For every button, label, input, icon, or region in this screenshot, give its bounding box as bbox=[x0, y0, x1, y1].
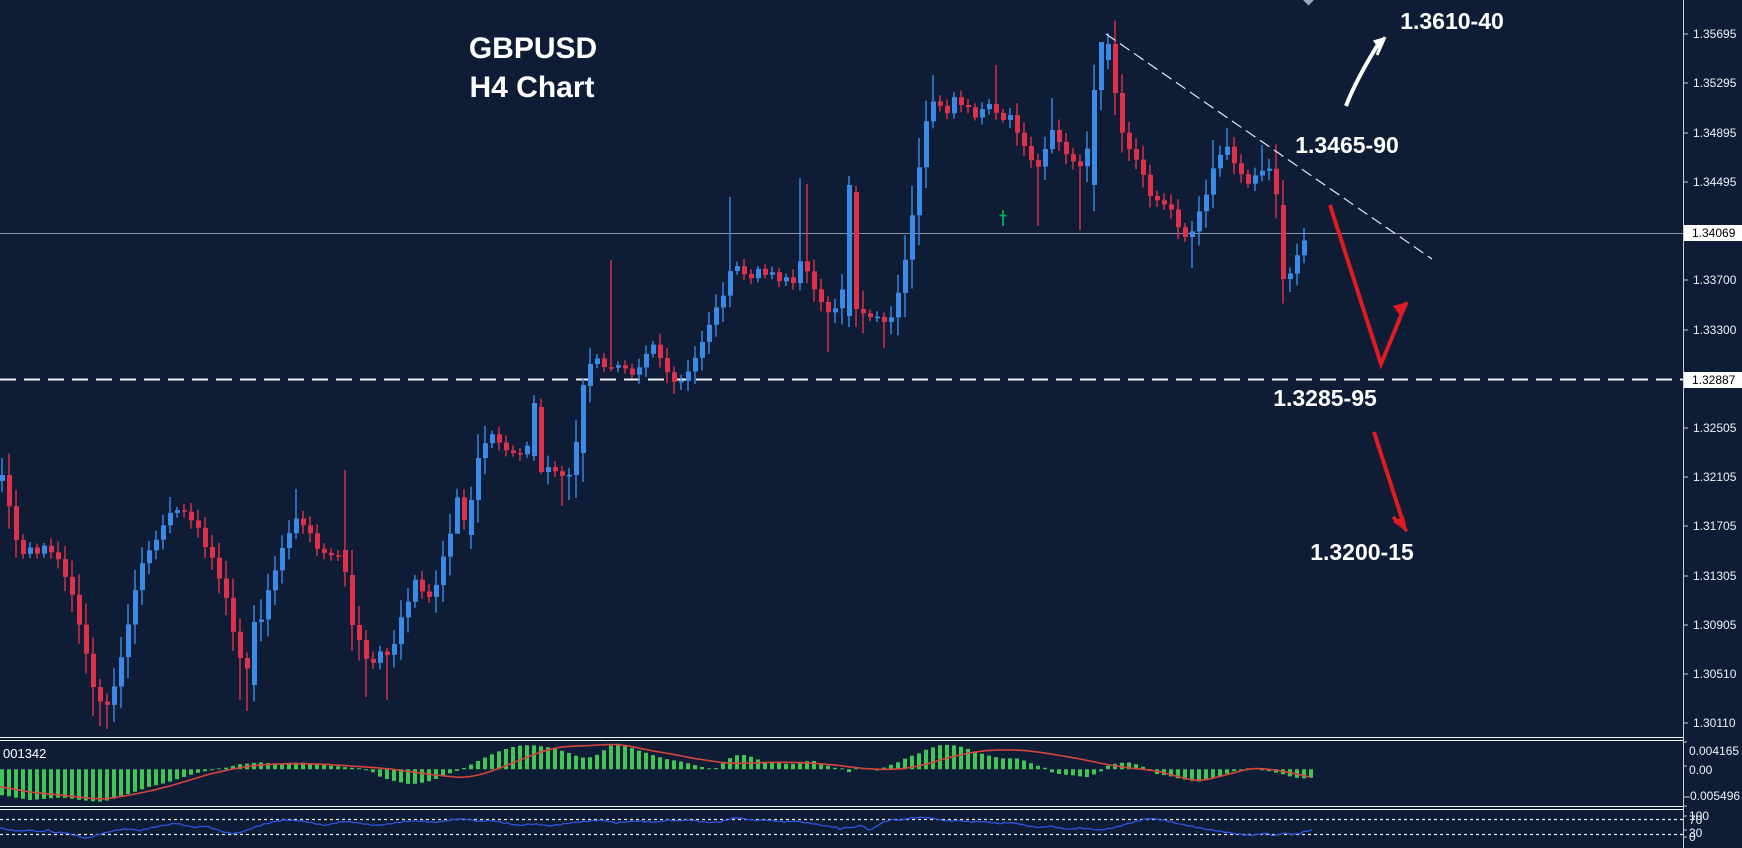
svg-text:1.35295: 1.35295 bbox=[1693, 76, 1737, 90]
svg-text:1.35695: 1.35695 bbox=[1693, 27, 1737, 41]
svg-text:0.004165: 0.004165 bbox=[1689, 744, 1739, 758]
svg-text:1.3610-40: 1.3610-40 bbox=[1400, 8, 1504, 34]
svg-text:1.31705: 1.31705 bbox=[1693, 519, 1737, 533]
svg-text:1.33700: 1.33700 bbox=[1693, 273, 1737, 287]
svg-text:1.3200-15: 1.3200-15 bbox=[1310, 539, 1414, 565]
svg-text:1.3285-95: 1.3285-95 bbox=[1273, 385, 1377, 411]
svg-text:1.32105: 1.32105 bbox=[1693, 470, 1737, 484]
svg-text:1.34895: 1.34895 bbox=[1693, 126, 1737, 140]
svg-text:001342: 001342 bbox=[3, 746, 46, 761]
svg-text:1.33300: 1.33300 bbox=[1693, 323, 1737, 337]
svg-text:1.32887: 1.32887 bbox=[1692, 373, 1736, 387]
svg-text:1.30905: 1.30905 bbox=[1693, 618, 1737, 632]
svg-text:GBPUSD: GBPUSD bbox=[469, 32, 597, 65]
svg-text:70: 70 bbox=[1689, 813, 1703, 827]
svg-text:1.3465-90: 1.3465-90 bbox=[1295, 132, 1399, 158]
svg-text:30: 30 bbox=[1689, 826, 1703, 840]
svg-text:100: 100 bbox=[1689, 809, 1709, 823]
svg-text:H4 Chart: H4 Chart bbox=[469, 71, 594, 104]
svg-text:1.34069: 1.34069 bbox=[1692, 226, 1736, 240]
svg-text:-0.005496: -0.005496 bbox=[1686, 789, 1740, 803]
svg-text:1.32505: 1.32505 bbox=[1693, 421, 1737, 435]
svg-text:1.31305: 1.31305 bbox=[1693, 569, 1737, 583]
svg-text:0.00: 0.00 bbox=[1689, 763, 1713, 777]
svg-text:1.30110: 1.30110 bbox=[1693, 716, 1736, 730]
svg-text:0: 0 bbox=[1689, 830, 1696, 844]
svg-text:1.34495: 1.34495 bbox=[1693, 175, 1737, 189]
svg-text:1.30510: 1.30510 bbox=[1693, 667, 1737, 681]
